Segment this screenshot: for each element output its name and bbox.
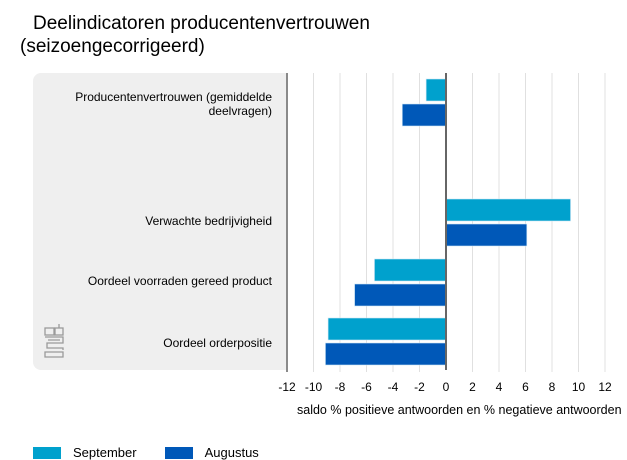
legend-item-september[interactable]: September xyxy=(33,445,137,460)
category-label: Producentenvertrouwen (gemiddelde xyxy=(75,90,272,104)
x-tick-label: 2 xyxy=(469,380,476,394)
category-label: Verwachte bedrijvigheid xyxy=(145,214,272,228)
bar-augustus-3[interactable] xyxy=(325,342,447,366)
legend-swatch-augustus xyxy=(164,446,193,459)
x-tick-label: 4 xyxy=(496,380,503,394)
bar-september-3[interactable] xyxy=(327,317,447,341)
category-label: Oordeel orderpositie xyxy=(163,336,272,350)
x-tick-label: -8 xyxy=(335,380,346,394)
legend-label-september: September xyxy=(73,445,137,460)
bar-augustus-1[interactable] xyxy=(445,223,528,247)
legend-label-augustus: Augustus xyxy=(204,445,259,460)
x-tick-label: 6 xyxy=(522,380,529,394)
x-tick-label: -10 xyxy=(305,380,323,394)
category-panel xyxy=(33,73,293,370)
bar-september-0[interactable] xyxy=(425,78,447,102)
x-tick-label: 12 xyxy=(598,380,612,394)
legend: September Augustus xyxy=(33,445,287,460)
x-tick-label: 8 xyxy=(549,380,556,394)
legend-item-augustus[interactable]: Augustus xyxy=(164,445,259,460)
x-tick-label: 10 xyxy=(572,380,586,394)
cbs-logo-icon: cbs xyxy=(44,324,64,358)
x-tick-label: -12 xyxy=(278,380,296,394)
category-label: Oordeel voorraden gereed product xyxy=(88,274,273,288)
legend-swatch-september xyxy=(33,446,61,459)
x-tick-label: 0 xyxy=(443,380,450,394)
category-label: deelvragen) xyxy=(209,104,272,118)
bar-september-2[interactable] xyxy=(374,258,447,282)
bar-augustus-0[interactable] xyxy=(401,103,447,127)
bar-augustus-2[interactable] xyxy=(354,283,447,307)
bar-september-1[interactable] xyxy=(445,198,571,222)
x-tick-label: -4 xyxy=(388,380,399,394)
x-tick-label: -2 xyxy=(414,380,425,394)
chart-title-line2: (seizoengecorrigeerd) xyxy=(20,36,205,57)
x-axis-label: saldo % positieve antwoorden en % negati… xyxy=(297,403,622,417)
chart-title-line1: Deelindicatoren producentenvertrouwen xyxy=(33,13,370,34)
x-tick-label: -6 xyxy=(361,380,372,394)
chart-title: Deelindicatoren producentenvertrouwen (s… xyxy=(20,12,370,58)
